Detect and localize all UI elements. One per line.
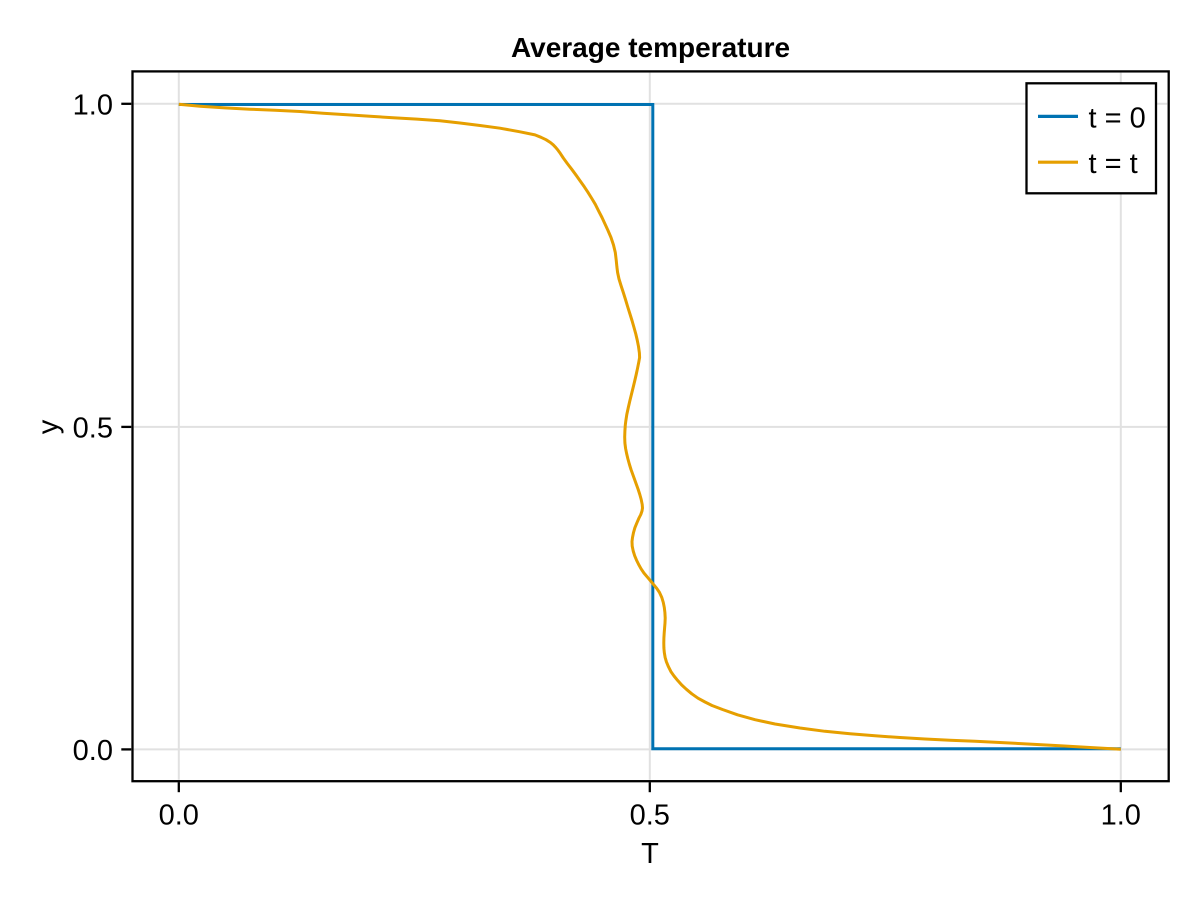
svg-text:t = 0: t = 0: [1089, 102, 1146, 134]
svg-text:t = t: t = t: [1089, 148, 1138, 180]
svg-text:y: y: [33, 419, 65, 434]
svg-text:1.0: 1.0: [73, 89, 113, 121]
svg-text:1.0: 1.0: [1101, 800, 1141, 832]
svg-text:0.5: 0.5: [73, 412, 113, 444]
svg-text:Average temperature: Average temperature: [511, 32, 790, 63]
svg-text:0.5: 0.5: [630, 800, 670, 832]
svg-text:0.0: 0.0: [73, 735, 113, 767]
svg-text:T: T: [641, 838, 659, 870]
svg-text:0.0: 0.0: [159, 800, 199, 832]
